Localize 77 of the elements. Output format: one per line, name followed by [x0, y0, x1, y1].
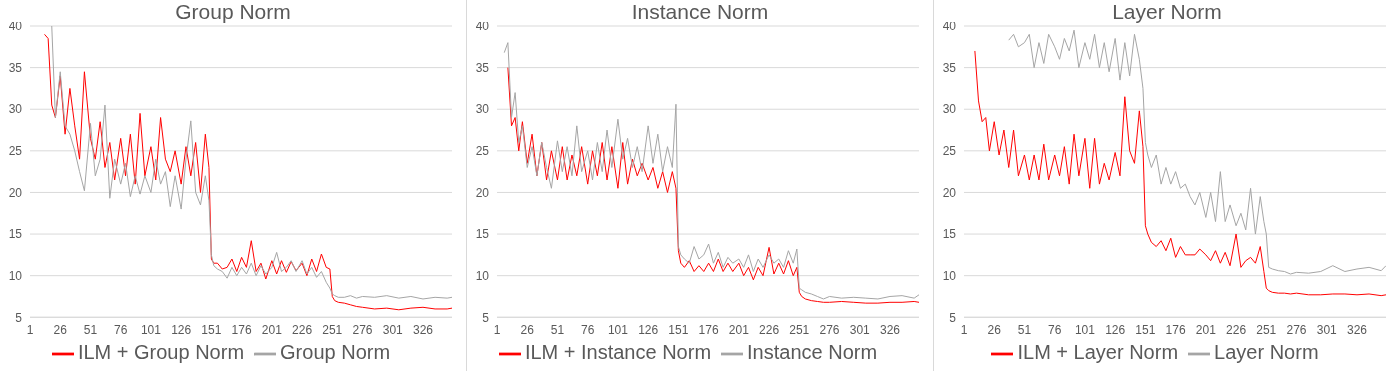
x-tick-label: 326 — [879, 322, 901, 337]
y-tick-label: 35 — [475, 60, 490, 75]
x-tick-label: 276 — [352, 322, 373, 337]
x-tick-label: 76 — [581, 322, 595, 337]
x-tick-label: 201 — [1195, 322, 1217, 337]
x-tick-label: 176 — [1165, 322, 1186, 337]
x-tick-label: 26 — [53, 322, 68, 337]
y-tick-label: 10 — [475, 268, 490, 283]
y-tick-label: 25 — [8, 144, 23, 159]
x-tick-label: 101 — [140, 322, 162, 337]
legend-label: ILM + Group Norm — [77, 341, 245, 364]
x-tick-label: 151 — [668, 322, 689, 337]
y-tick-label: 15 — [8, 227, 23, 242]
y-tick-label: 30 — [942, 102, 957, 117]
x-tick-label: 26 — [987, 322, 1002, 337]
legend-label: Layer Norm — [1214, 341, 1319, 364]
x-tick-label: 301 — [1316, 322, 1338, 337]
x-tick-label: 226 — [759, 322, 780, 337]
x-tick-label: 101 — [607, 322, 629, 337]
legend-label: Instance Norm — [747, 341, 878, 364]
x-tick-label: 201 — [728, 322, 750, 337]
x-tick-label: 276 — [1286, 322, 1307, 337]
x-tick-label: 76 — [114, 322, 128, 337]
x-tick-label: 251 — [1256, 322, 1277, 337]
x-tick-label: 151 — [1135, 322, 1156, 337]
x-tick-label: 176 — [698, 322, 719, 337]
y-tick-label: 35 — [8, 60, 23, 75]
x-tick-label: 251 — [322, 322, 343, 337]
y-tick-label: 40 — [475, 19, 490, 34]
x-tick-label: 326 — [1346, 322, 1368, 337]
x-tick-label: 51 — [83, 322, 98, 337]
y-tick-label: 20 — [475, 185, 490, 200]
legend-label: Group Norm — [280, 341, 391, 364]
x-tick-label: 126 — [1105, 322, 1126, 337]
y-tick-label: 25 — [942, 144, 957, 159]
chart-title: Layer Norm — [1112, 0, 1222, 23]
y-tick-label: 5 — [949, 310, 957, 325]
x-tick-label: 126 — [638, 322, 659, 337]
line-series — [974, 50, 1386, 297]
x-tick-label: 226 — [292, 322, 313, 337]
x-tick-label: 226 — [1226, 322, 1247, 337]
y-tick-label: 5 — [482, 310, 490, 325]
x-tick-label: 1 — [960, 322, 968, 337]
x-tick-label: 126 — [171, 322, 192, 337]
y-tick-label: 15 — [942, 227, 957, 242]
x-tick-label: 326 — [412, 322, 434, 337]
y-tick-label: 5 — [15, 310, 23, 325]
x-tick-label: 1 — [26, 322, 34, 337]
legend-label: ILM + Instance Norm — [524, 341, 712, 364]
x-tick-label: 251 — [789, 322, 810, 337]
y-tick-label: 30 — [475, 102, 490, 117]
x-tick-label: 301 — [849, 322, 871, 337]
y-tick-label: 25 — [475, 144, 490, 159]
x-tick-label: 301 — [382, 322, 404, 337]
x-tick-label: 201 — [261, 322, 283, 337]
x-tick-label: 276 — [819, 322, 840, 337]
y-tick-label: 20 — [942, 185, 957, 200]
x-tick-label: 176 — [231, 322, 252, 337]
chart-title: Instance Norm — [631, 0, 769, 23]
chart-title: Group Norm — [175, 0, 291, 23]
x-tick-label: 1 — [493, 322, 501, 337]
legend-label: ILM + Layer Norm — [1017, 341, 1179, 364]
x-tick-label: 101 — [1074, 322, 1096, 337]
y-tick-label: 10 — [8, 268, 23, 283]
x-tick-label: 51 — [550, 322, 565, 337]
x-tick-label: 51 — [1017, 322, 1032, 337]
y-tick-label: 20 — [8, 185, 23, 200]
y-tick-label: 40 — [8, 19, 23, 34]
y-tick-label: 30 — [8, 102, 23, 117]
line-series — [1008, 29, 1386, 275]
y-tick-label: 40 — [942, 19, 957, 34]
y-tick-label: 10 — [942, 268, 957, 283]
y-tick-label: 35 — [942, 60, 957, 75]
x-tick-label: 26 — [520, 322, 535, 337]
x-tick-label: 151 — [201, 322, 222, 337]
x-tick-label: 76 — [1048, 322, 1062, 337]
y-tick-label: 15 — [475, 227, 490, 242]
